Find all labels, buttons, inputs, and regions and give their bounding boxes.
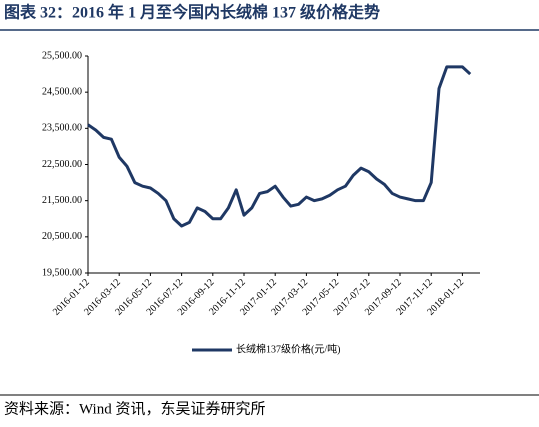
y-tick-label: 19,500.00: [42, 267, 82, 278]
y-tick-label: 23,500.00: [42, 123, 82, 134]
price-line: [87, 65, 472, 228]
y-tick-label: 24,500.00: [42, 86, 82, 97]
y-tick-label: 25,500.00: [42, 50, 82, 61]
y-tick-label: 22,500.00: [42, 159, 82, 170]
y-tick-label: 20,500.00: [42, 231, 82, 242]
legend-label: 长绒棉137级价格(元/吨): [236, 342, 340, 355]
source: 资料来源：Wind 资讯，东吴证券研究所: [4, 400, 265, 417]
y-tick-label: 21,500.00: [42, 195, 82, 206]
title: 图表 32：2016 年 1 月至今国内长绒棉 137 级价格走势: [4, 3, 380, 22]
